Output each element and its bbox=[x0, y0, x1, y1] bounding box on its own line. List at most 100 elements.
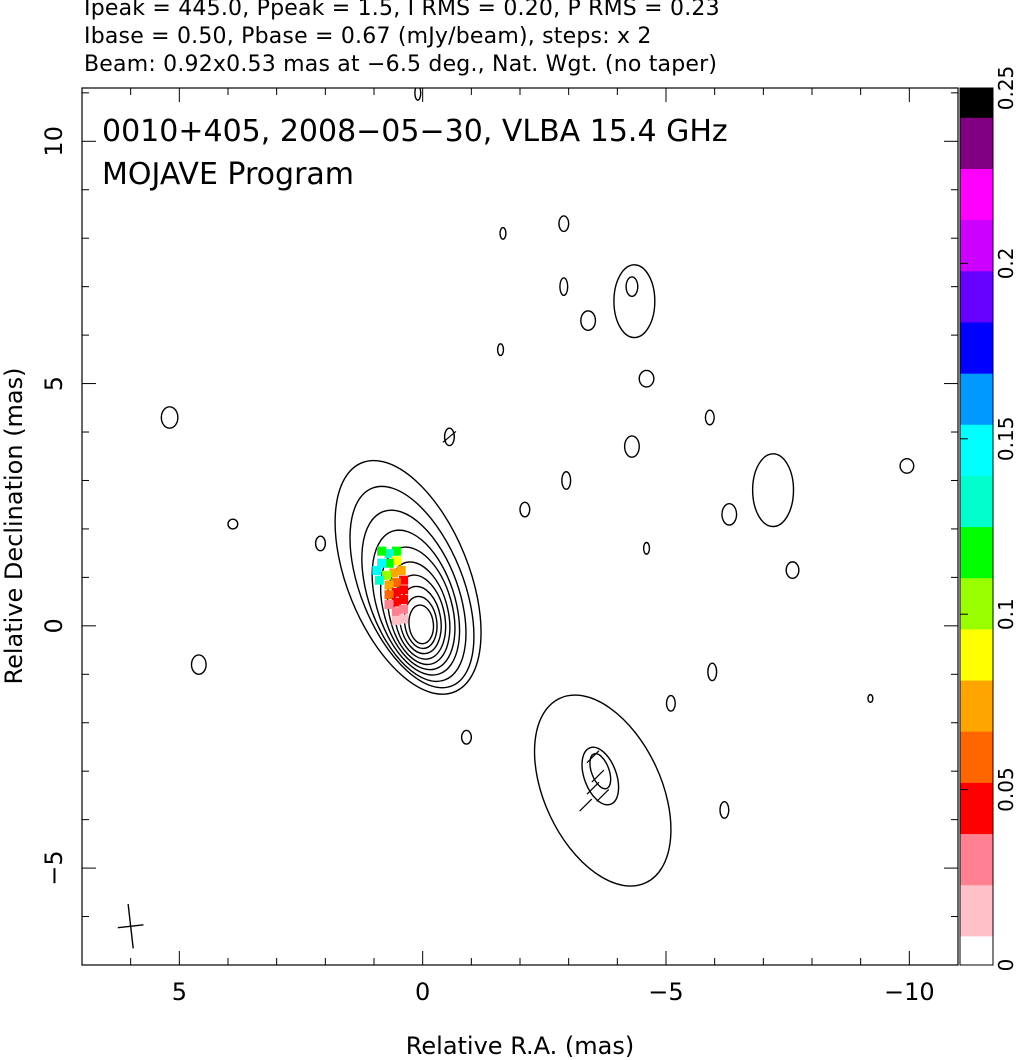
colorbar-swatch bbox=[960, 774, 993, 783]
y-axis-label: Relative Declination (mas) bbox=[0, 367, 28, 684]
noise-contour bbox=[499, 226, 507, 240]
colorbar-swatch bbox=[960, 716, 993, 725]
core-contour bbox=[361, 509, 467, 683]
x-tick-label: −5 bbox=[648, 978, 683, 1006]
polarization-pixel bbox=[372, 565, 382, 576]
colorbar-swatch bbox=[960, 548, 993, 557]
colorbar-swatch bbox=[960, 577, 993, 586]
colorbar-swatch bbox=[960, 811, 993, 820]
colorbar-swatch bbox=[960, 329, 993, 338]
colorbar-swatch bbox=[960, 380, 993, 389]
colorbar-swatch bbox=[960, 804, 993, 813]
polarization-pixel bbox=[391, 615, 401, 625]
colorbar-swatch bbox=[960, 95, 993, 104]
colorbar-swatch bbox=[960, 109, 993, 118]
colorbar-swatch bbox=[960, 614, 993, 623]
colorbar-swatch bbox=[960, 782, 993, 791]
polarization-pixel bbox=[382, 570, 392, 580]
colorbar-swatch bbox=[960, 131, 993, 140]
header-beam-line: Beam: 0.92x0.53 mas at −6.5 deg., Nat. W… bbox=[84, 52, 718, 77]
noise-contour bbox=[867, 693, 874, 704]
colorbar-swatch bbox=[960, 935, 993, 944]
polarization-pixel bbox=[384, 599, 394, 609]
colorbar-swatch bbox=[960, 351, 993, 360]
colorbar-swatch bbox=[960, 270, 993, 279]
colorbar-swatch bbox=[960, 943, 993, 951]
colorbar-swatch bbox=[960, 855, 993, 864]
polarization-pixel bbox=[377, 546, 387, 556]
polarization-pixel bbox=[399, 595, 409, 605]
y-tick-label: 10 bbox=[40, 126, 68, 157]
colorbar-tick-label: 0 bbox=[994, 959, 1018, 972]
colorbar-swatch bbox=[960, 204, 993, 213]
colorbar-tick-label: 0.25 bbox=[994, 66, 1018, 111]
colorbar-swatch bbox=[960, 365, 993, 374]
noise-contour bbox=[160, 406, 179, 429]
colorbar-swatch bbox=[960, 877, 993, 886]
noise-contour bbox=[625, 276, 639, 298]
header-peak-line: Ipeak = 445.0, Ppeak = 1.5, I RMS = 0.20… bbox=[84, 0, 720, 21]
colorbar-swatch bbox=[960, 848, 993, 856]
polarization-pixel bbox=[391, 578, 401, 588]
colorbar-swatch bbox=[960, 190, 993, 199]
polarization-pixel bbox=[391, 546, 401, 556]
colorbar-swatch bbox=[960, 168, 993, 177]
colorbar-swatch bbox=[960, 278, 993, 286]
chart-subtitle: MOJAVE Program bbox=[102, 157, 354, 192]
noise-contour bbox=[642, 541, 651, 555]
noise-contour bbox=[665, 694, 676, 712]
colorbar-swatch bbox=[960, 219, 993, 228]
noise-contour bbox=[623, 435, 640, 458]
colorbar-swatch bbox=[960, 533, 993, 542]
colorbar-swatch bbox=[960, 833, 993, 842]
colorbar-swatch bbox=[960, 826, 993, 835]
colorbar-swatch bbox=[960, 226, 993, 235]
colorbar-swatch bbox=[960, 299, 993, 308]
noise-contour bbox=[558, 215, 570, 233]
colorbar-swatch bbox=[960, 592, 993, 601]
colorbar-swatch bbox=[960, 636, 993, 645]
colorbar-swatch bbox=[960, 511, 993, 520]
colorbar-swatch bbox=[960, 336, 993, 345]
colorbar-swatch bbox=[960, 387, 993, 396]
x-tick-label: 0 bbox=[415, 978, 430, 1006]
colorbar-swatch bbox=[960, 723, 993, 732]
colorbar-swatch bbox=[960, 643, 993, 652]
polarization-pixel bbox=[384, 590, 394, 600]
colorbar-swatch bbox=[960, 621, 993, 630]
noise-contour bbox=[190, 654, 207, 675]
polarization-pixel bbox=[396, 565, 406, 576]
colorbar-swatch bbox=[960, 292, 993, 301]
colorbar-tick-label: 0.2 bbox=[994, 247, 1018, 279]
colorbar-tick-label: 0.05 bbox=[994, 767, 1018, 812]
noise-contour bbox=[638, 369, 655, 388]
colorbar-swatch bbox=[960, 921, 993, 930]
colorbar-swatch bbox=[960, 519, 993, 528]
colorbar-tick-label: 0.15 bbox=[994, 417, 1018, 462]
beam-minor-axis bbox=[117, 924, 144, 929]
colorbar-swatch bbox=[960, 175, 993, 184]
colorbar-swatch bbox=[960, 453, 993, 462]
core-contour bbox=[349, 485, 475, 689]
colorbar-swatch bbox=[960, 957, 993, 966]
colorbar-swatch bbox=[960, 482, 993, 491]
polarization-pixel bbox=[374, 575, 384, 585]
colorbar-swatch bbox=[960, 431, 993, 440]
colorbar-swatch bbox=[960, 709, 993, 718]
colorbar-swatch bbox=[960, 658, 993, 666]
colorbar-swatch bbox=[960, 665, 993, 674]
jet-knot-contour bbox=[581, 746, 620, 806]
evpa-tick bbox=[579, 798, 593, 812]
colorbar-swatch bbox=[960, 343, 993, 352]
colorbar-swatch bbox=[960, 497, 993, 506]
noise-contour bbox=[751, 453, 795, 528]
colorbar-swatch bbox=[960, 504, 993, 513]
polarization-pixel bbox=[399, 575, 409, 585]
polarization-pixel bbox=[391, 556, 401, 566]
colorbar-swatch bbox=[960, 760, 993, 769]
colorbar-tick-label: 0.1 bbox=[994, 598, 1018, 630]
core-contour bbox=[334, 459, 482, 695]
colorbar-swatch bbox=[960, 468, 993, 476]
contour-layer bbox=[117, 88, 915, 949]
evpa-tick bbox=[586, 750, 600, 764]
